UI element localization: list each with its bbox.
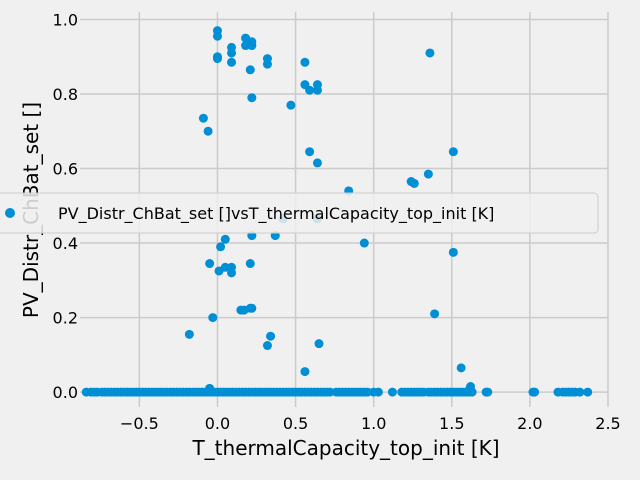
data-point <box>205 259 215 269</box>
data-point <box>430 309 440 319</box>
data-point <box>464 385 474 395</box>
data-point <box>483 387 493 397</box>
data-point <box>184 329 194 339</box>
data-point <box>247 93 257 103</box>
data-point <box>305 147 315 157</box>
legend: PV_Distr_ChBat_set []vsT_thermalCapacity… <box>0 192 599 234</box>
data-point <box>286 100 296 110</box>
data-point <box>262 341 272 351</box>
data-point <box>362 387 372 397</box>
y-tick-label: 0.8 <box>53 85 78 104</box>
data-point <box>241 41 251 51</box>
data-point <box>203 126 213 136</box>
data-point <box>227 48 237 58</box>
data-point <box>212 54 222 64</box>
data-point <box>262 59 272 69</box>
data-point <box>208 313 218 323</box>
data-point <box>312 85 322 95</box>
y-tick-label: 1.0 <box>53 10 78 29</box>
data-point <box>583 387 593 397</box>
data-point <box>245 259 255 269</box>
data-point <box>214 266 224 276</box>
data-point <box>325 387 335 397</box>
x-tick-label: −0.5 <box>120 414 159 433</box>
x-tick-label: 0.0 <box>205 414 230 433</box>
data-point <box>227 57 237 67</box>
data-point <box>456 363 466 373</box>
data-point <box>423 169 433 179</box>
data-point <box>300 57 310 67</box>
data-point <box>300 367 310 377</box>
data-point <box>425 48 435 58</box>
data-point <box>205 383 215 393</box>
legend-entry: PV_Distr_ChBat_set []vsT_thermalCapacity… <box>58 204 494 224</box>
x-tick-label: 2.0 <box>517 414 542 433</box>
y-tick-label: 0.0 <box>53 383 78 402</box>
legend-box <box>0 192 599 234</box>
y-tick-label: 0.4 <box>53 234 78 253</box>
data-point <box>247 303 257 313</box>
data-point <box>227 268 237 278</box>
data-point <box>305 85 315 95</box>
x-tick-label: 2.5 <box>595 414 620 433</box>
x-axis-label: T_thermalCapacity_top_init [K] <box>191 436 499 460</box>
data-point <box>314 339 324 349</box>
data-point <box>448 247 458 257</box>
data-point <box>575 387 585 397</box>
y-tick-labels: 0.0 0.2 0.4 0.6 0.8 1.0 <box>53 10 78 402</box>
x-tick-labels: −0.5 0.0 0.5 1.0 1.5 2.0 2.5 <box>120 414 621 433</box>
data-point <box>448 147 458 157</box>
data-point <box>212 31 222 41</box>
data-point <box>220 234 230 244</box>
data-point <box>247 41 257 51</box>
data-point <box>236 305 246 315</box>
data-point <box>530 387 540 397</box>
x-tick-label: 1.5 <box>439 414 464 433</box>
data-point <box>266 331 276 341</box>
data-point <box>409 178 419 188</box>
data-point <box>198 113 208 123</box>
data-point <box>245 65 255 75</box>
x-tick-label: 1.0 <box>361 414 386 433</box>
data-point <box>216 242 226 252</box>
data-point <box>359 238 369 248</box>
data-point <box>373 387 383 397</box>
legend-marker <box>5 208 15 218</box>
y-tick-label: 0.2 <box>53 309 78 328</box>
data-point <box>387 387 397 397</box>
data-point <box>312 158 322 168</box>
x-tick-label: 0.5 <box>283 414 308 433</box>
y-tick-label: 0.6 <box>53 160 78 179</box>
